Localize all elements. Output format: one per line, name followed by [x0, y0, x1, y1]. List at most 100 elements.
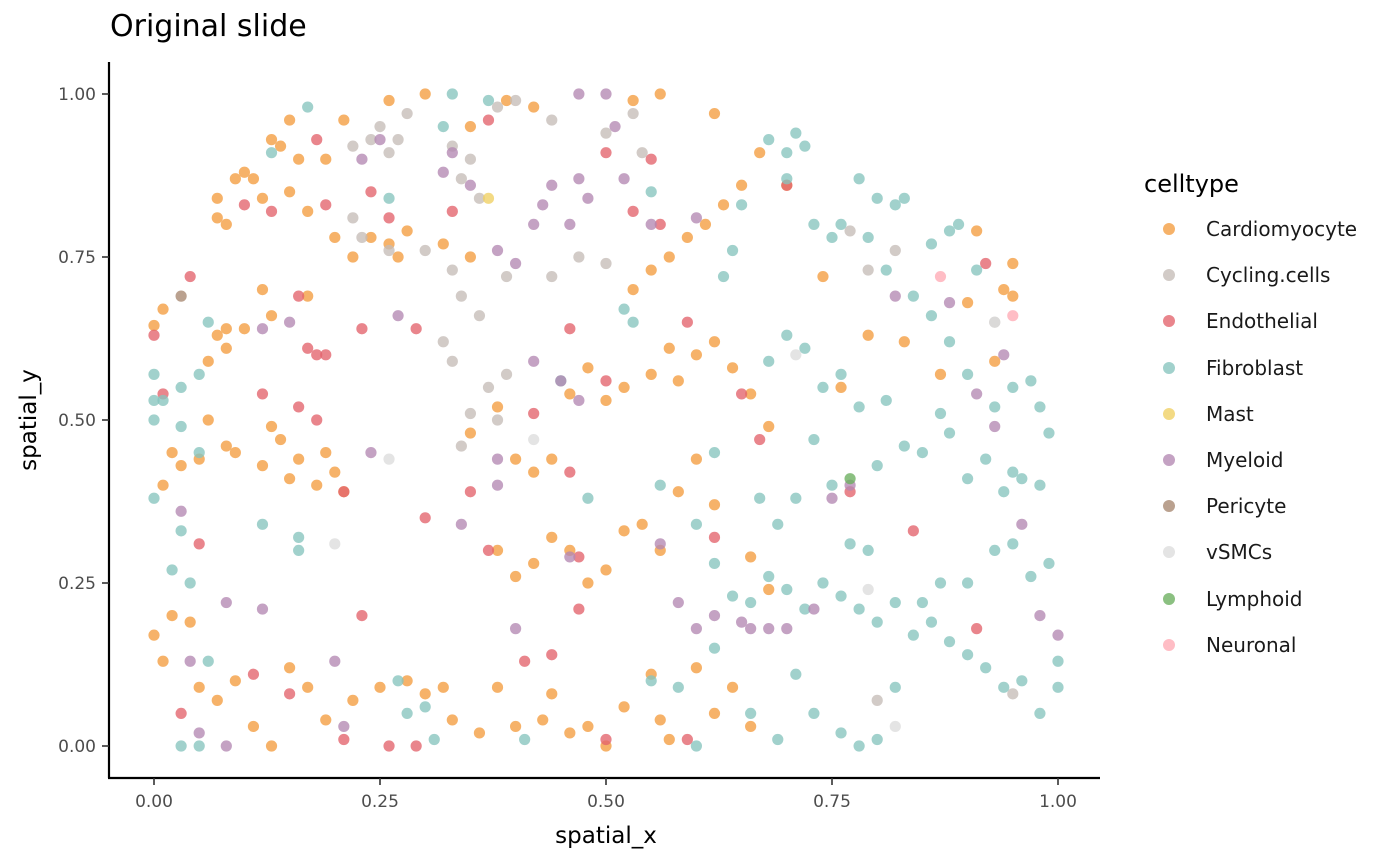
data-point-fibroblast — [1025, 375, 1037, 387]
data-point-vsmcs — [528, 433, 540, 446]
data-point-cardiomyocyte — [989, 355, 1001, 367]
data-point-cardiomyocyte — [564, 727, 576, 739]
data-point-cardiomyocyte — [600, 394, 612, 407]
legend: celltype Cardiomyocyte Cycling.cells Endot… — [1144, 168, 1357, 668]
data-point-cardiomyocyte — [491, 544, 504, 557]
data-point-fibroblast — [962, 473, 974, 485]
data-point-myeloid — [573, 88, 585, 100]
data-point-vsmcs — [862, 583, 874, 596]
data-point-myeloid — [763, 623, 775, 635]
data-point-fibroblast — [1025, 570, 1037, 583]
data-point-endothelial — [681, 733, 693, 746]
data-point-cycling-cells — [455, 173, 467, 185]
data-point-cardiomyocyte — [311, 479, 323, 491]
data-point-cardiomyocyte — [211, 212, 223, 224]
data-point-endothelial — [482, 544, 495, 557]
data-point-cardiomyocyte — [464, 251, 476, 263]
data-point-fibroblast — [962, 649, 974, 661]
data-point-myeloid — [491, 244, 504, 257]
data-point-fibroblast — [1043, 427, 1055, 439]
data-point-cardiomyocyte — [220, 218, 232, 230]
data-point-fibroblast — [419, 701, 431, 713]
data-point-cardiomyocyte — [211, 192, 223, 204]
legend-item-fibroblast: Fibroblast — [1144, 345, 1357, 391]
data-point-fibroblast — [971, 264, 983, 276]
data-point-cardiomyocyte — [229, 675, 241, 687]
data-point-endothelial — [708, 531, 721, 543]
data-point-myeloid — [555, 375, 567, 387]
y-tick-label: 0.00 — [58, 737, 96, 757]
data-point-cardiomyocyte — [437, 238, 449, 250]
data-point-fibroblast — [148, 492, 160, 504]
data-point-myeloid — [998, 349, 1010, 361]
data-point-myeloid — [1034, 610, 1046, 622]
data-point-endothelial — [356, 610, 368, 622]
data-point-cardiomyocyte — [256, 192, 269, 204]
data-point-vsmcs — [790, 349, 802, 361]
data-point-cardiomyocyte — [618, 381, 630, 393]
x-tick-label: 0.25 — [361, 792, 399, 812]
data-point-endothelial — [338, 486, 350, 498]
data-point-myeloid — [392, 310, 404, 322]
y-tick-label: 1.00 — [58, 85, 96, 105]
data-point-vsmcs — [889, 720, 901, 733]
data-point-fibroblast — [980, 662, 992, 674]
legend-item-neuronal: Neuronal — [1144, 622, 1357, 668]
data-point-endothelial — [410, 740, 422, 752]
data-point-fibroblast — [826, 479, 838, 491]
data-point-cardiomyocyte — [256, 460, 269, 472]
data-point-cycling-cells — [464, 153, 476, 165]
data-point-cardiomyocyte — [329, 231, 341, 244]
data-point-cycling-cells — [455, 290, 467, 302]
legend-label: Mast — [1206, 401, 1254, 426]
data-point-fibroblast — [437, 121, 449, 133]
data-point-endothelial — [627, 205, 639, 217]
data-point-fibroblast — [175, 420, 187, 433]
data-point-cycling-cells — [437, 336, 449, 348]
data-point-cardiomyocyte — [464, 427, 476, 439]
data-point-cardiomyocyte — [229, 173, 241, 185]
data-point-cardiomyocyte — [491, 401, 504, 413]
data-point-myeloid — [509, 257, 522, 270]
data-point-myeloid — [989, 420, 1001, 433]
data-point-cardiomyocyte — [184, 616, 196, 628]
data-point-fibroblast — [184, 577, 196, 589]
y-tick-label: 0.50 — [58, 411, 96, 431]
data-point-endothelial — [482, 114, 495, 126]
data-point-endothelial — [528, 407, 540, 420]
data-point-endothelial — [573, 603, 585, 615]
data-point-endothelial — [175, 707, 187, 720]
data-point-fibroblast — [1007, 381, 1019, 393]
data-point-cycling-cells — [546, 270, 558, 283]
data-point-fibroblast — [998, 681, 1010, 693]
data-point-myeloid — [690, 212, 703, 224]
data-point-cycling-cells — [446, 264, 458, 276]
data-point-fibroblast — [157, 394, 169, 407]
data-point-myeloid — [329, 655, 341, 667]
legend-dot-icon — [1163, 454, 1175, 467]
data-point-endothelial — [410, 323, 422, 335]
legend-label: Cardiomyocyte — [1206, 217, 1358, 242]
data-point-myeloid — [256, 603, 269, 615]
data-point-myeloid — [365, 447, 377, 459]
legend-item-cycling-cells: Cycling.cells — [1144, 252, 1357, 298]
data-points — [148, 88, 1064, 752]
data-point-cardiomyocyte — [708, 499, 721, 511]
data-point-cardiomyocyte — [528, 557, 540, 570]
data-point-cardiomyocyte — [347, 251, 359, 263]
data-point-cardiomyocyte — [862, 329, 874, 341]
legend-item-pericyte: Pericyte — [1144, 483, 1357, 529]
data-point-fibroblast — [627, 316, 639, 328]
legend-dot-icon — [1163, 407, 1175, 420]
data-point-endothelial — [573, 551, 585, 563]
data-point-cycling-cells — [573, 251, 585, 263]
data-point-myeloid — [509, 623, 522, 635]
legend-label: Myeloid — [1206, 448, 1284, 473]
data-point-myeloid — [564, 551, 576, 563]
data-point-cycling-cells — [500, 270, 513, 283]
data-point-cardiomyocyte — [464, 121, 476, 133]
data-point-cardiomyocyte — [546, 453, 558, 465]
data-point-cardiomyocyte — [284, 186, 296, 198]
data-point-cardiomyocyte — [645, 264, 657, 276]
data-point-fibroblast — [808, 707, 820, 720]
